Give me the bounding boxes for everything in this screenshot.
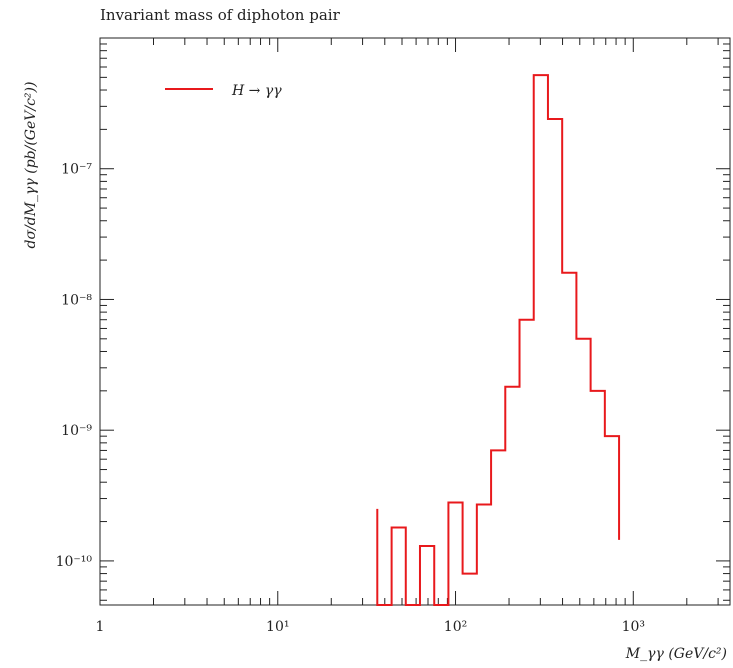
y-tick-label: 10⁻¹⁰	[56, 554, 93, 570]
y-axis-label: dσ/dM_γγ (pb/(GeV/c²))	[23, 82, 39, 249]
x-axis-label: M_γγ (GeV/c²)	[625, 646, 727, 662]
x-tick-label: 10²	[444, 619, 467, 635]
legend-label: H → γγ	[231, 83, 282, 99]
data-series	[376, 74, 621, 606]
axis-ticks: 1 10¹ 10² 10³ 10⁻¹⁰ 10⁻⁹ 10⁻⁸ 10⁻⁷	[56, 37, 730, 635]
chart-title: Invariant mass of diphoton pair	[100, 6, 341, 24]
x-tick-label: 10³	[622, 619, 645, 635]
legend: H → γγ	[165, 83, 282, 99]
y-tick-label: 10⁻⁸	[61, 292, 92, 308]
x-tick-label: 10¹	[266, 619, 289, 635]
y-tick-label: 10⁻⁷	[61, 162, 92, 178]
x-tick-label: 1	[96, 619, 105, 635]
y-tick-label: 10⁻⁹	[61, 423, 92, 439]
plot-frame	[99, 37, 731, 606]
histogram-series-h-gamma-gamma	[376, 74, 621, 606]
